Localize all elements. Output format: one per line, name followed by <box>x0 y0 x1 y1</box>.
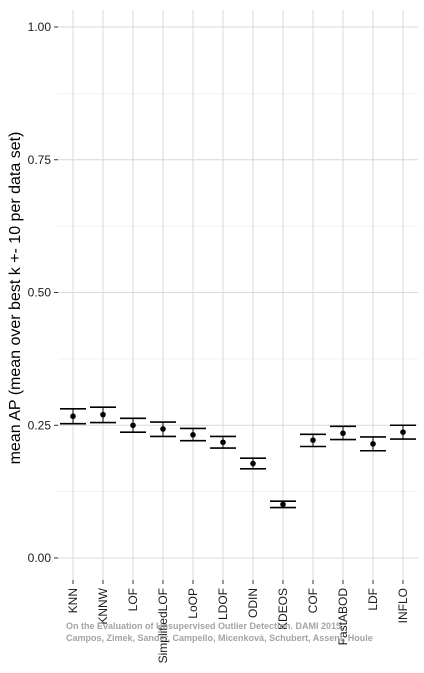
error-bar-lof <box>120 417 146 433</box>
error-bar-ldof <box>210 435 236 449</box>
x-tick-label-loop: LoOP <box>186 588 200 619</box>
mean-point <box>190 432 196 438</box>
error-bar-simplifiedlof <box>150 421 176 438</box>
mean-point <box>160 426 166 432</box>
x-tick-label-cof: COF <box>306 588 320 613</box>
x-tick-label-odin: ODIN <box>246 588 260 618</box>
mean-point <box>70 413 76 420</box>
x-tick-label-knn: KNN <box>66 588 80 613</box>
mean-point <box>370 441 376 447</box>
x-tick-label-ldf: LDF <box>366 588 380 611</box>
y-tick-label: 0.00 <box>28 551 52 565</box>
watermark-line-1: On the Evaluation of Unsupervised Outlie… <box>66 621 344 631</box>
y-tick-label: 1.00 <box>28 20 52 34</box>
x-tick-label-lof: LOF <box>126 588 140 611</box>
y-axis-ticks: 0.00 0.25 0.50 0.75 1.00 <box>28 20 58 565</box>
y-tick-label: 0.75 <box>28 153 52 167</box>
x-axis-ticks: KNN KNNW LOF SimplifiedLOF LoOP LDOF ODIN KDEOS… <box>66 580 410 663</box>
mean-point <box>130 422 136 429</box>
y-tick-label: 0.50 <box>28 286 52 300</box>
error-bar-knn <box>60 407 86 425</box>
mean-point <box>340 430 346 437</box>
mean-point <box>280 501 286 508</box>
error-bar-knnw <box>90 406 116 424</box>
x-tick-label-inflo: INFLO <box>396 588 410 623</box>
x-tick-label-ldof: LDOF <box>216 588 230 620</box>
error-bar-kdeos <box>270 500 296 509</box>
x-tick-label-kdeos: KDEOS <box>276 588 290 630</box>
mean-point <box>310 437 316 443</box>
error-bar-odin <box>240 457 266 470</box>
error-bar-loop <box>180 427 206 442</box>
mean-point <box>400 429 406 435</box>
y-tick-label: 0.25 <box>28 418 52 432</box>
x-tick-label-knnw: KNNW <box>96 587 110 624</box>
mean-point <box>250 460 256 467</box>
grid-lines <box>58 10 418 580</box>
error-bar-cof <box>300 433 326 448</box>
watermark-line-2: Campos, Zimek, Sander, Campello, Micenko… <box>66 633 373 643</box>
citation-watermark: On the Evaluation of Unsupervised Outlie… <box>66 620 418 644</box>
mean-point <box>100 411 106 418</box>
data-marks <box>60 406 416 509</box>
x-tick-label-simplifiedlof: SimplifiedLOF <box>156 588 170 663</box>
x-tick-label-fastabod: FastABOD <box>336 588 350 646</box>
error-bar-fastabod <box>330 425 356 441</box>
error-bar-ldf <box>360 436 386 452</box>
error-bar-inflo <box>390 424 416 440</box>
mean-point <box>220 439 226 446</box>
y-axis-label: mean AP (mean over best k +- 10 per data… <box>7 132 24 465</box>
